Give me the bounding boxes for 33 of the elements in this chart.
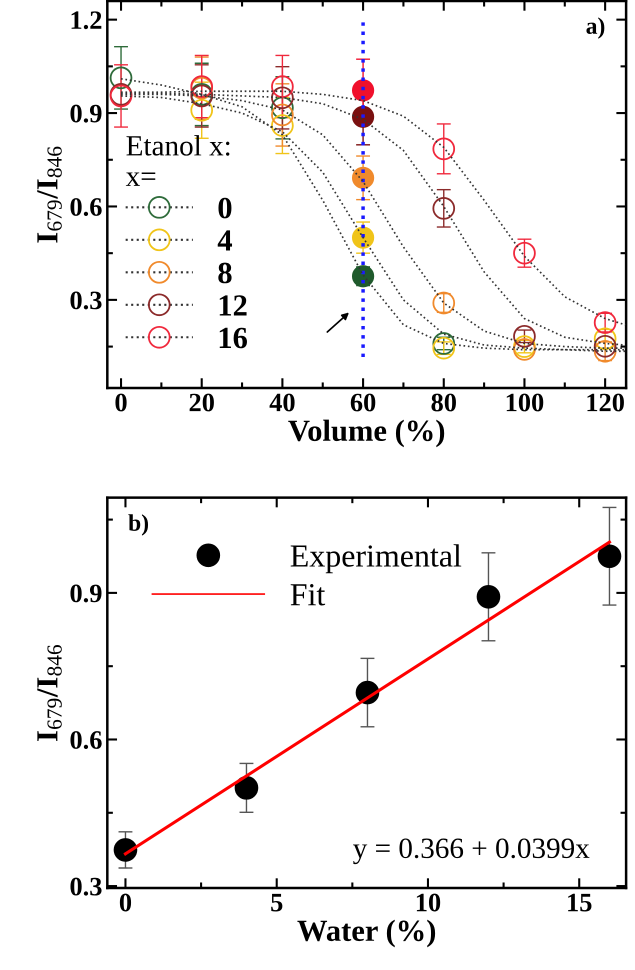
y-tick-label: 0.3: [70, 878, 102, 896]
x-axis-title: Volume (%): [288, 420, 444, 448]
y-tick-label: 0.3: [70, 291, 102, 310]
y-tick-label: 1.2: [72, 11, 102, 30]
x-tick-label: 20: [190, 394, 214, 412]
y-axis-title: I$_{679}$/I$_{846}$: [37, 146, 62, 243]
x-tick-label: 100: [506, 394, 544, 412]
y-tick-label: 0.6: [70, 198, 102, 216]
y-tick-label: 0.9: [70, 584, 102, 602]
legend-title: Etanol x: x=: [126, 135, 230, 186]
y-axis-title: I$_{679}$/I$_{846}$: [37, 645, 62, 741]
y-tick-label: 0.9: [70, 104, 102, 123]
x-tick-label: 60: [350, 394, 376, 412]
x-tick-label: 10: [416, 894, 440, 912]
x-tick-label: 80: [431, 394, 456, 412]
x-tick-label: 120: [587, 394, 624, 412]
legend-label: Experimental: [290, 544, 462, 574]
legend-label: 16: [220, 328, 247, 348]
annotation: y = 0.366 + 0.0399x: [353, 838, 590, 864]
y-tick-label: 0.6: [70, 731, 102, 750]
legend-label: 8: [218, 262, 232, 284]
annotation: a): [586, 17, 604, 39]
x-tick-label: 5: [271, 894, 282, 912]
legend-label: 12: [220, 295, 247, 316]
x-tick-label: 0: [120, 894, 132, 912]
legend-label: 0: [218, 198, 232, 218]
x-axis-title: Water (%): [297, 920, 436, 948]
x-tick-label: 15: [568, 894, 592, 912]
x-tick-label: 0: [115, 394, 127, 412]
x-tick-label: 40: [270, 394, 295, 412]
annotation: b): [128, 514, 148, 536]
legend-label: Fit: [290, 584, 326, 606]
legend-label: 4: [218, 230, 232, 251]
